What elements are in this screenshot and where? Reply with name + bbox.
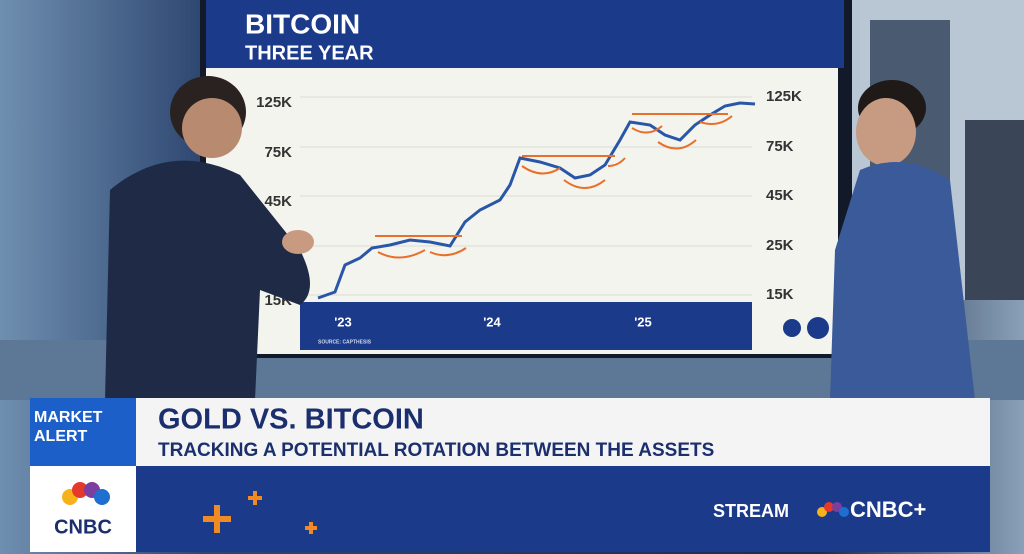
chart-footer bbox=[300, 302, 752, 350]
network-name: CNBC bbox=[54, 516, 112, 538]
price-trace bbox=[317, 101, 756, 300]
y-label-left: 75K bbox=[264, 144, 292, 161]
lower-third bbox=[30, 398, 990, 466]
y-label-right: 15K bbox=[766, 286, 794, 303]
y-label-right: 25K bbox=[766, 237, 794, 254]
subhead: TRACKING A POTENTIAL ROTATION BETWEEN TH… bbox=[158, 440, 714, 461]
building bbox=[965, 120, 1024, 300]
x-label: '24 bbox=[483, 314, 501, 329]
peacock-small bbox=[817, 502, 849, 517]
stream-label: STREAM bbox=[713, 501, 789, 521]
screen-subtitle: THREE YEAR bbox=[245, 42, 374, 64]
logo-dot bbox=[807, 317, 829, 339]
y-label-right: 45K bbox=[766, 187, 794, 204]
pattern-arcs bbox=[375, 113, 733, 259]
x-label: '23 bbox=[334, 314, 352, 329]
y-label-left: 45K bbox=[264, 193, 292, 210]
decor-plus bbox=[203, 491, 317, 534]
network-box bbox=[30, 466, 136, 552]
screen-header bbox=[206, 0, 844, 68]
y-label-right: 125K bbox=[766, 88, 802, 105]
x-label: '25 bbox=[634, 314, 652, 329]
y-label-left: 125K bbox=[256, 94, 292, 111]
alert-tag: MARKET ALERT bbox=[34, 409, 103, 445]
stream-brand: CNBC+ bbox=[850, 497, 926, 522]
alert-box bbox=[30, 398, 136, 466]
logo-dot bbox=[783, 319, 801, 337]
source: SOURCE: CAPTHESIS bbox=[318, 339, 372, 345]
presenter-right bbox=[830, 80, 975, 400]
headline: GOLD VS. BITCOIN bbox=[158, 404, 424, 436]
screen-title: BITCOIN bbox=[245, 8, 360, 39]
presenter-left bbox=[105, 76, 314, 400]
alert-wrap: MARKET ALERT bbox=[34, 409, 103, 445]
peacock bbox=[62, 482, 110, 505]
y-label-right: 75K bbox=[766, 138, 794, 155]
